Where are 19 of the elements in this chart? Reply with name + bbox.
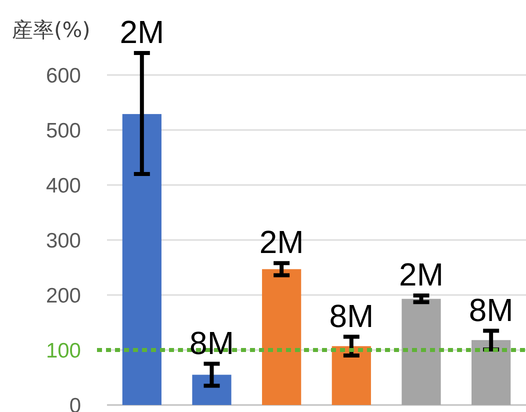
bar (192, 374, 232, 405)
bar (262, 269, 302, 405)
x-tick-label: 2M (120, 14, 164, 50)
bar (402, 298, 441, 405)
y-tick-label: 300 (46, 229, 81, 252)
bar (332, 346, 371, 405)
x-tick-label: 8M (329, 298, 374, 334)
x-tick-label: 8M (468, 292, 514, 328)
y-tick-label: 200 (46, 284, 81, 308)
bar (122, 114, 162, 405)
x-tick-label: 2M (399, 256, 444, 293)
x-tick-label: 8M (190, 324, 234, 361)
x-tick-label: 2M (259, 224, 304, 260)
bar (472, 340, 511, 405)
y-tick-label: 100 (46, 339, 81, 362)
y-tick-label: 500 (46, 119, 81, 142)
y-tick-label: 600 (46, 64, 81, 88)
y-axis-title: 産率(%) (12, 18, 90, 42)
y-tick-label: 400 (46, 174, 81, 198)
